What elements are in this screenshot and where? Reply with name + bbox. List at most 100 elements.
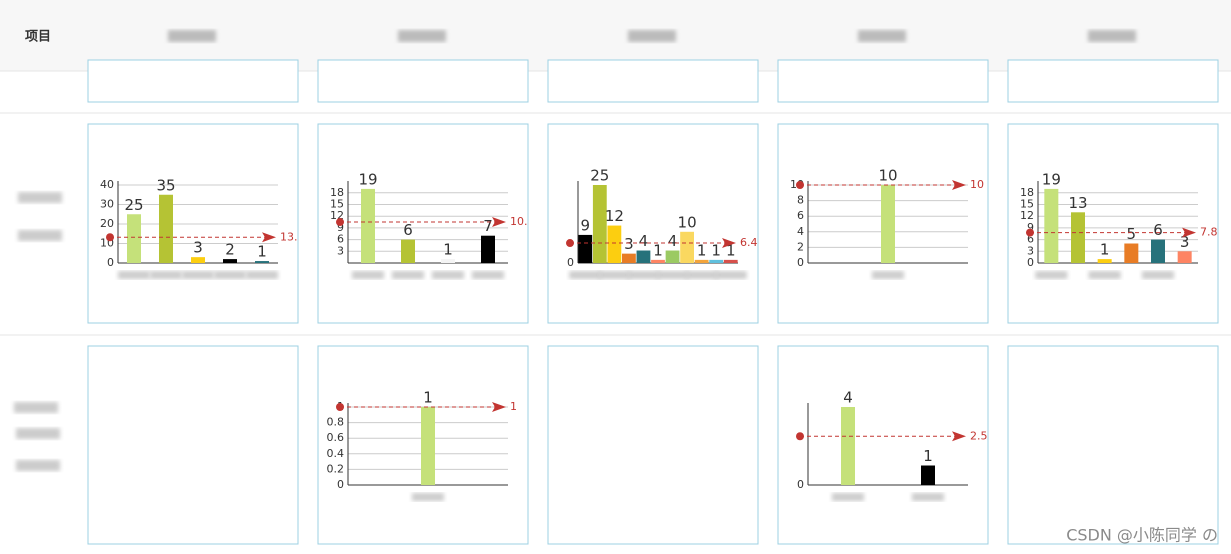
y-tick-label: 9 bbox=[1027, 221, 1034, 234]
cell-box bbox=[547, 345, 759, 545]
bar bbox=[401, 239, 415, 263]
bar bbox=[651, 259, 665, 263]
bar bbox=[578, 234, 593, 263]
mark-dot bbox=[1026, 228, 1034, 237]
value-label: 3 bbox=[193, 239, 203, 257]
mark-label: 10.5 bbox=[510, 215, 535, 228]
mark-label: 2.5 bbox=[970, 429, 988, 442]
cells bbox=[87, 59, 1219, 545]
mark-arrow bbox=[1182, 227, 1196, 238]
bar bbox=[1071, 212, 1085, 263]
y-tick-label: 6 bbox=[797, 209, 804, 222]
cell-box bbox=[777, 59, 989, 103]
value-label: 6 bbox=[403, 221, 413, 239]
bar bbox=[841, 407, 855, 485]
y-tick-label: 0 bbox=[567, 256, 574, 269]
value-label: 1 bbox=[726, 241, 736, 259]
y-tick-label: 15 bbox=[330, 198, 344, 211]
bar bbox=[255, 261, 269, 263]
value-label: 1 bbox=[423, 389, 433, 407]
blurred-header bbox=[1088, 30, 1136, 42]
blurred-category bbox=[685, 271, 718, 279]
blurred-category bbox=[569, 271, 602, 279]
value-label: 1 bbox=[653, 241, 663, 259]
blurred-category bbox=[412, 493, 444, 501]
bar bbox=[607, 225, 622, 263]
value-label: 35 bbox=[156, 176, 175, 194]
blurred-category bbox=[1088, 271, 1121, 279]
y-tick-label: 6 bbox=[1027, 233, 1034, 246]
value-label: 10 bbox=[678, 213, 697, 231]
cell-box bbox=[547, 123, 759, 324]
mark-label: 1 bbox=[510, 400, 517, 413]
y-tick-label: 40 bbox=[100, 178, 114, 191]
y-tick-label: 0.6 bbox=[327, 431, 345, 444]
bar bbox=[709, 259, 724, 263]
y-tick-label: 9 bbox=[337, 221, 344, 234]
bar bbox=[921, 465, 935, 485]
value-label: 4 bbox=[639, 232, 649, 250]
mark-label: 6.4 bbox=[740, 236, 758, 249]
value-label: 3 bbox=[624, 235, 634, 253]
y-tick-label: 12 bbox=[1020, 209, 1034, 222]
y-tick-label: 3 bbox=[1027, 244, 1034, 257]
bar bbox=[694, 259, 709, 263]
y-tick-label: 18 bbox=[330, 186, 344, 199]
cell-box bbox=[1007, 345, 1219, 545]
blurred-category bbox=[656, 271, 689, 279]
blurred-category bbox=[214, 271, 246, 279]
blurred-row-label bbox=[16, 428, 60, 439]
mini-chart: 00.20.40.60.8111 bbox=[327, 389, 517, 501]
value-label: 7 bbox=[483, 217, 493, 235]
value-label: 1 bbox=[257, 243, 267, 261]
value-label: 1 bbox=[711, 241, 721, 259]
bar bbox=[127, 214, 141, 263]
blurred-row-label bbox=[18, 230, 62, 241]
mark-arrow bbox=[492, 402, 506, 412]
bar bbox=[1097, 259, 1112, 263]
bar bbox=[441, 259, 455, 263]
cell-box bbox=[1007, 59, 1219, 103]
mark-arrow bbox=[952, 431, 966, 442]
bar bbox=[191, 257, 205, 263]
mini-chart: 02468101010 bbox=[790, 167, 984, 279]
value-label: 4 bbox=[843, 389, 853, 407]
blurred-header bbox=[168, 30, 216, 42]
y-tick-label: 0 bbox=[797, 478, 804, 491]
value-label: 9 bbox=[580, 216, 590, 234]
blurred-row-label bbox=[14, 402, 58, 413]
bar bbox=[881, 185, 895, 263]
mark-arrow bbox=[952, 180, 966, 190]
header-cell: 项目 bbox=[25, 30, 51, 45]
blurred-category bbox=[714, 271, 747, 279]
mark-arrow bbox=[262, 232, 276, 243]
bar bbox=[665, 250, 680, 263]
value-label: 19 bbox=[1042, 170, 1061, 188]
cell-box bbox=[87, 59, 299, 103]
bar bbox=[622, 253, 636, 263]
value-label: 3 bbox=[1180, 233, 1190, 251]
value-label: 1 bbox=[697, 241, 707, 259]
value-label: 1 bbox=[923, 447, 933, 465]
blurred-category bbox=[352, 271, 384, 279]
value-label: 5 bbox=[1127, 225, 1137, 243]
blurred-category bbox=[1035, 271, 1068, 279]
y-tick-label: 30 bbox=[100, 198, 114, 211]
mark-dot bbox=[336, 218, 344, 227]
mini-chart: 0 4 1 2.5 bbox=[796, 389, 988, 501]
mark-arrow bbox=[492, 217, 506, 228]
cell-box bbox=[317, 123, 529, 324]
y-tick-label: 2 bbox=[797, 240, 804, 253]
bar bbox=[1151, 239, 1165, 263]
bar bbox=[361, 188, 375, 263]
cell-box bbox=[777, 345, 989, 545]
bar bbox=[159, 194, 173, 263]
bar bbox=[421, 407, 435, 485]
mark-dot bbox=[336, 403, 344, 411]
cell-box bbox=[547, 59, 759, 103]
value-label: 25 bbox=[124, 196, 143, 214]
